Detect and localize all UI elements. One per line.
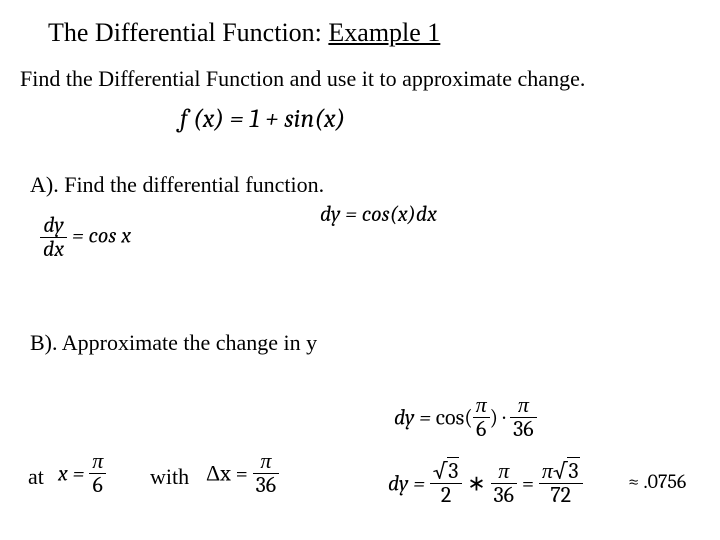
approx-val: .0756 [643, 470, 686, 493]
pi-4: π [510, 394, 536, 418]
frac-num: dy [40, 214, 67, 238]
thirtysix-2: 36 [510, 418, 536, 441]
frac-den: dx [40, 238, 67, 261]
approx-sym: ≈ [628, 470, 643, 493]
fraction-sqrt3-2: 3 2 [430, 460, 463, 507]
seventytwo: 72 [539, 484, 583, 507]
x-eq: x = [58, 461, 89, 487]
pi-3: π [473, 394, 490, 418]
equation-main: f (x) = 1 + sin(x) [180, 104, 345, 134]
thirtysix-1: 36 [253, 474, 279, 497]
part-b-label: B). Approximate the change in y [30, 330, 317, 356]
instruction-text: Find the Differential Function and use i… [20, 66, 585, 92]
star-1: ∗ [467, 471, 490, 497]
page-title: The Differential Function: Example 1 [48, 18, 440, 48]
sqrt-icon: 3 [433, 460, 460, 483]
equation-dy-cos-pi6-pi36: dy = cos( π 6 ) · π 36 [394, 394, 537, 441]
fraction-pi-36: π 36 [253, 450, 279, 497]
fraction-dy-dx: dy dx [40, 214, 67, 261]
fraction-pi-36-c: π 36 [491, 460, 517, 507]
equation-dy-sqrt: dy = 3 2 ∗ π 36 = π3 72 [388, 460, 583, 507]
radicand-3b: 3 [567, 457, 579, 484]
dy-eq-2: dy = [388, 471, 430, 497]
equation-x-pi-6: x = π 6 [58, 450, 106, 497]
close-paren-1: ) [490, 405, 498, 431]
deriv-rhs: = cos x [67, 223, 131, 249]
part-a-label: A). Find the differential function. [30, 172, 324, 198]
six-2: 6 [473, 418, 490, 441]
fraction-pi-6-b: π 6 [473, 394, 490, 441]
title-plain: The Differential Function: [48, 18, 328, 47]
dy-cos-text: dy = cos(x)dx [320, 201, 437, 227]
six-1: 6 [89, 474, 106, 497]
pi-2: π [253, 450, 279, 474]
fraction-pi-36-b: π 36 [510, 394, 536, 441]
fraction-pisqrt3-72: π3 72 [539, 460, 583, 507]
two-den: 2 [430, 484, 463, 507]
pi-1: π [89, 450, 106, 474]
dot-1: · [503, 404, 510, 430]
dy-eq-1: dy = [394, 405, 436, 431]
at-label: at [28, 464, 44, 490]
pi-6: π [542, 458, 553, 484]
pi-5: π [491, 460, 517, 484]
fraction-pi-6: π 6 [89, 450, 106, 497]
radicand-3a: 3 [447, 457, 459, 484]
title-underlined: Example 1 [328, 18, 440, 47]
sqrt-icon-2: 3 [553, 460, 580, 483]
cos-open: cos( [436, 405, 473, 431]
approx-result: ≈ .0756 [628, 470, 686, 493]
sqrt3-num: 3 [430, 460, 463, 484]
eq-main-text: f (x) = 1 + sin(x) [180, 104, 345, 134]
equation-dy-cosx-dx: dy = cos(x)dx [320, 201, 437, 227]
equation-derivative: dy dx = cos x [40, 214, 131, 261]
thirtysix-3: 36 [491, 484, 517, 507]
pisqrt3-num: π3 [539, 460, 583, 484]
with-label: with [150, 464, 189, 490]
eq-sign: = [522, 471, 539, 497]
delta-x: Δx = [206, 461, 253, 487]
equation-dx-pi-36: Δx = π 36 [206, 450, 279, 497]
